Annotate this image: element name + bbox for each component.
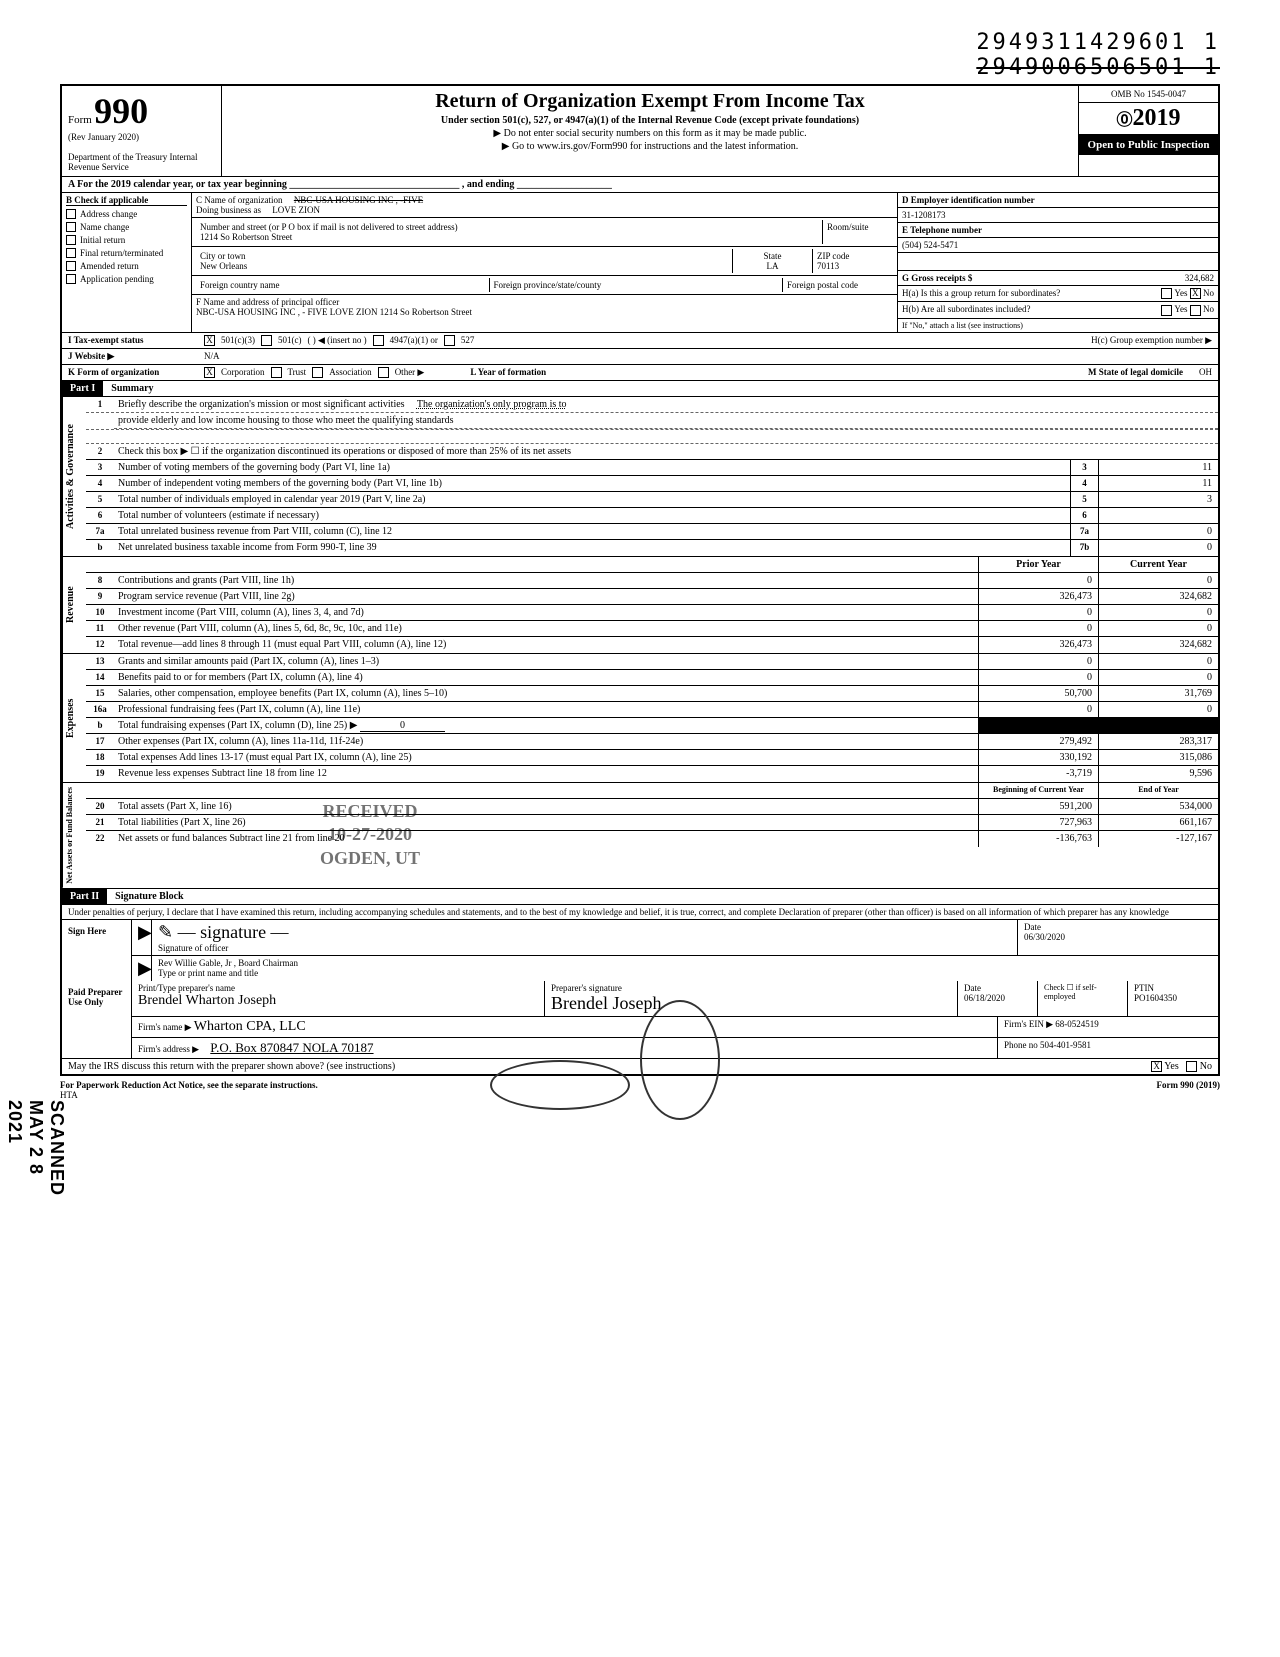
form-label: Form	[68, 114, 92, 126]
hb-row: H(b) Are all subordinates included? Yes …	[898, 302, 1218, 318]
form-header-left: Form 990 (Rev January 2020) Department o…	[62, 86, 222, 176]
chk-name-change: Name change	[66, 222, 187, 232]
form-rev: (Rev January 2020)	[68, 132, 215, 142]
row-i: I Tax-exempt status X501(c)(3) 501(c)( )…	[62, 333, 1218, 349]
col-b-header: B Check if applicable	[66, 195, 187, 206]
gross-row: G Gross receipts $324,682	[898, 271, 1218, 286]
form-dept: Department of the Treasury Internal Reve…	[68, 152, 215, 172]
expenses-section: Expenses 13Grants and similar amounts pa…	[60, 653, 1220, 782]
rows-ijk: I Tax-exempt status X501(c)(3) 501(c)( )…	[60, 332, 1220, 380]
part1-header-row: Part I Summary	[60, 380, 1220, 396]
hc-label: H(c) Group exemption number ▶	[1091, 335, 1212, 346]
chk-amended: Amended return	[66, 261, 187, 271]
address-row: Number and street (or P O box if mail is…	[192, 218, 897, 247]
scanned-stamp: SCANNED MAY 2 8 2021	[4, 1100, 67, 1196]
sign-here-row: Sign Here ▶ ✎ — signature —Signature of …	[62, 920, 1218, 981]
top-code-block: 2949311429601 1 2949006506501 1	[60, 30, 1220, 80]
activities-section: Activities & Governance 1 Briefly descri…	[60, 396, 1220, 556]
phone-row: E Telephone number	[898, 223, 1218, 238]
col-degh: D Employer identification number 31-1208…	[898, 193, 1218, 332]
col-c-org-info: C Name of organization NBC-USA HOUSING I…	[192, 193, 898, 332]
row-j: J Website ▶ N/A	[62, 349, 1218, 365]
part1-title: Summary	[103, 381, 1218, 396]
open-public: Open to Public Inspection	[1079, 135, 1218, 155]
form-subtitle: Under section 501(c), 527, or 4947(a)(1)…	[228, 115, 1072, 126]
signature-block: Under penalties of perjury, I declare th…	[60, 904, 1220, 981]
declaration-text: Under penalties of perjury, I declare th…	[62, 905, 1218, 920]
form-title: Return of Organization Exempt From Incom…	[228, 90, 1072, 113]
row-a: A For the 2019 calendar year, or tax yea…	[60, 176, 1220, 192]
chk-pending: Application pending	[66, 274, 187, 284]
col-b-checkboxes: B Check if applicable Address change Nam…	[62, 193, 192, 332]
side-expenses: Expenses	[62, 654, 86, 782]
ein-val: 31-1208173	[898, 208, 1218, 223]
blank-row	[898, 253, 1218, 271]
officer-row: F Name and address of principal officer …	[192, 295, 897, 319]
omb-number: OMB No 1545-0047	[1079, 86, 1218, 103]
ein-row: D Employer identification number	[898, 193, 1218, 208]
discuss-row: May the IRS discuss this return with the…	[60, 1058, 1220, 1076]
side-revenue: Revenue	[62, 557, 86, 653]
form-header-right: OMB No 1545-0047 ⓪2019 Open to Public In…	[1078, 86, 1218, 176]
top-code-2: 2949006506501 1	[60, 55, 1220, 80]
main-identity-grid: B Check if applicable Address change Nam…	[60, 192, 1220, 332]
chk-address-change: Address change	[66, 209, 187, 219]
top-code-1: 2949311429601 1	[60, 30, 1220, 55]
city-row: City or townNew Orleans StateLA ZIP code…	[192, 247, 897, 276]
hb-note: If "No," attach a list (see instructions…	[898, 319, 1218, 332]
side-netassets: Net Assets or Fund Balances	[62, 783, 86, 888]
form-number: 990	[94, 91, 148, 131]
foreign-row: Foreign country name Foreign province/st…	[192, 276, 897, 295]
org-name-row: C Name of organization NBC-USA HOUSING I…	[192, 193, 897, 218]
ha-row: H(a) Is this a group return for subordin…	[898, 286, 1218, 302]
netassets-section: Net Assets or Fund Balances Beginning of…	[60, 782, 1220, 888]
part2-header-row: Part II Signature Block	[60, 888, 1220, 904]
part1-label: Part I	[62, 381, 103, 396]
chk-final-return: Final return/terminated	[66, 248, 187, 258]
form-header-center: Return of Organization Exempt From Incom…	[222, 86, 1078, 176]
form-note2: ▶ Go to www.irs.gov/Form990 for instruct…	[228, 141, 1072, 152]
revenue-section: Revenue Prior YearCurrent Year 8Contribu…	[60, 556, 1220, 653]
form-year: ⓪2019	[1079, 103, 1218, 135]
phone-val: (504) 524-5471	[898, 238, 1218, 253]
form-note1: ▶ Do not enter social security numbers o…	[228, 128, 1072, 139]
side-activities: Activities & Governance	[62, 397, 86, 556]
form-header: Form 990 (Rev January 2020) Department o…	[60, 84, 1220, 176]
part2-title: Signature Block	[107, 889, 1218, 904]
row-k: K Form of organization XCorporation Trus…	[62, 365, 1218, 380]
footer-note: For Paperwork Reduction Act Notice, see …	[60, 1076, 1220, 1104]
chk-initial-return: Initial return	[66, 235, 187, 245]
paid-preparer-block: Paid Preparer Use Only Print/Type prepar…	[60, 981, 1220, 1058]
part2-label: Part II	[62, 889, 107, 904]
